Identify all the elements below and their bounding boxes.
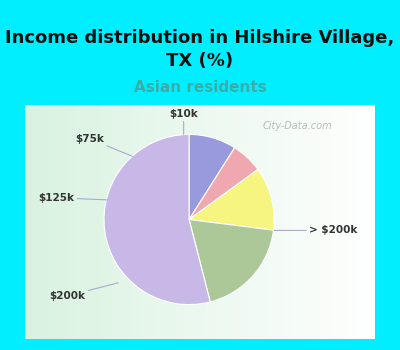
Wedge shape [189,169,274,230]
Wedge shape [189,134,235,219]
Wedge shape [189,219,274,302]
Text: $10k: $10k [169,109,198,134]
Wedge shape [104,134,210,304]
Text: $75k: $75k [75,134,132,156]
Text: $125k: $125k [38,193,107,203]
Text: Income distribution in Hilshire Village,
TX (%): Income distribution in Hilshire Village,… [5,29,395,70]
Text: > $200k: > $200k [274,225,358,236]
Text: City-Data.com: City-Data.com [263,121,332,131]
Text: Asian residents: Asian residents [134,79,266,94]
Text: $200k: $200k [50,283,118,301]
Wedge shape [189,148,258,219]
